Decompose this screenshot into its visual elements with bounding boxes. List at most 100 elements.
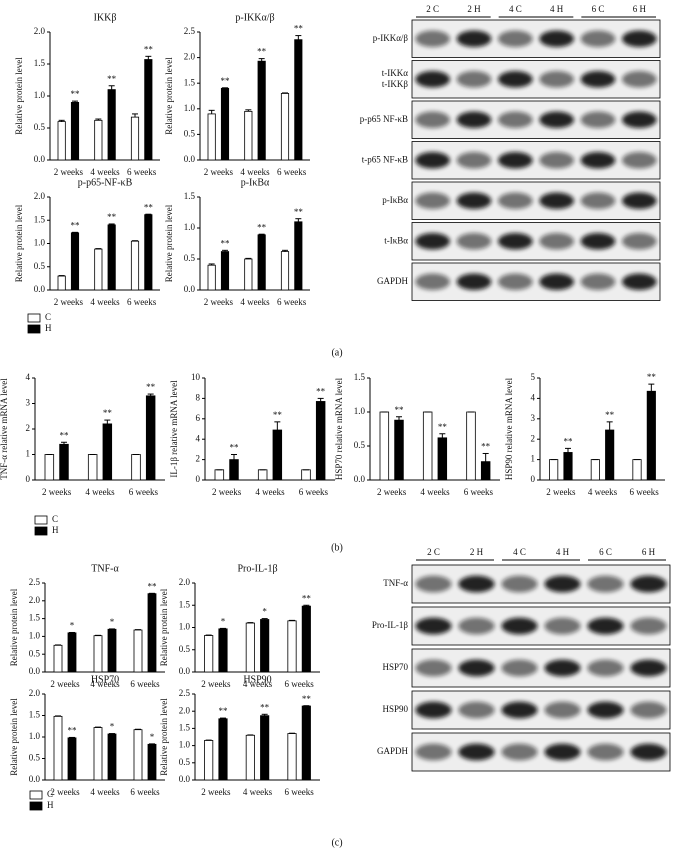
blot-band: [415, 30, 451, 47]
row-label: t-IKKβ: [382, 79, 408, 89]
y-tick-label: 10: [191, 372, 201, 382]
bar: [53, 715, 63, 781]
error-bar: [295, 218, 302, 222]
blot-box: [411, 141, 661, 180]
bar: [379, 411, 390, 481]
y-tick-label: 0.0: [179, 666, 191, 676]
error-bar: [439, 433, 446, 438]
blot-band: [587, 575, 624, 593]
panel-label: (a): [331, 347, 342, 358]
blot-box: [411, 222, 661, 261]
error-bar: [565, 447, 571, 453]
blot-band: [456, 273, 492, 290]
blot-band: [415, 233, 451, 250]
y-tick-label: 2.0: [29, 595, 41, 605]
blot-band: [458, 617, 495, 635]
significance: **: [294, 24, 304, 34]
bar: [59, 443, 69, 481]
significance: **: [647, 372, 657, 382]
significance: **: [230, 443, 240, 453]
bar: [301, 469, 311, 481]
bar: [144, 59, 153, 161]
x-tick-label: 2 weeks: [54, 167, 84, 177]
chart-title: p-IKKα/β: [235, 12, 274, 23]
bar: [229, 459, 239, 481]
legend-label: C: [45, 312, 51, 322]
legend-swatch: [29, 801, 43, 811]
error-bar: [231, 454, 237, 460]
y-tick-label: 1.0: [29, 630, 41, 640]
y-axis-label: Relative protein level: [164, 57, 174, 135]
significance: *: [221, 616, 226, 626]
blot-box: [411, 100, 661, 139]
lane-label: 4 H: [556, 547, 570, 557]
legend-swatch: [27, 324, 41, 334]
blot-band: [415, 273, 451, 290]
y-tick-label: 1.5: [184, 191, 196, 201]
x-tick-label: 2 weeks: [54, 297, 84, 307]
blot-band: [415, 617, 452, 635]
error-bar: [303, 604, 310, 607]
legend-label: C: [47, 789, 53, 799]
y-tick-label: 4: [196, 433, 201, 443]
y-tick-label: 1.0: [34, 238, 46, 248]
bar: [133, 629, 143, 673]
chart-title: Pro-IL-1β: [237, 563, 277, 574]
y-tick-label: 1.5: [29, 613, 41, 623]
x-tick-label: 2 weeks: [201, 679, 231, 689]
x-tick-label: 4 weeks: [85, 487, 115, 497]
blot-band: [539, 30, 575, 47]
bar: [107, 628, 117, 673]
chart-title: IKKβ: [94, 12, 117, 23]
bar: [549, 459, 559, 481]
blot-band: [630, 575, 667, 593]
y-tick-label: 1.5: [184, 77, 196, 87]
bar: [294, 39, 303, 161]
blot-band: [587, 617, 624, 635]
error-bar: [95, 118, 102, 121]
bar: [102, 423, 113, 481]
significance: **: [60, 430, 70, 440]
y-tick-label: 1.5: [34, 58, 46, 68]
bar: [107, 224, 116, 291]
y-tick-label: 0.0: [184, 154, 196, 164]
blot-band: [580, 111, 616, 128]
row-label: GAPDH: [377, 276, 409, 286]
bar: [260, 619, 270, 673]
y-tick-label: 2.5: [29, 577, 41, 587]
x-tick-label: 6 weeks: [630, 487, 660, 497]
y-tick-label: 1.0: [34, 90, 46, 100]
bar: [315, 401, 326, 481]
legend-label: H: [52, 525, 59, 535]
bar: [422, 411, 433, 481]
lane-label: 6 C: [592, 4, 605, 14]
y-tick-label: 1.5: [354, 372, 366, 382]
significance: **: [257, 222, 267, 232]
x-tick-label: 2 weeks: [546, 487, 576, 497]
y-tick-label: 1.0: [354, 406, 366, 416]
blot-band: [501, 575, 538, 593]
y-tick-label: 2: [531, 433, 536, 443]
bar: [107, 89, 116, 161]
y-tick-label: 1: [26, 449, 31, 459]
blot-band: [415, 152, 451, 169]
significance: **: [294, 207, 304, 217]
bar: [133, 729, 143, 781]
y-tick-label: 0.0: [179, 774, 191, 784]
y-tick-label: 2: [196, 454, 201, 464]
legend-swatch: [27, 313, 41, 323]
error-bar: [274, 421, 281, 431]
bar: [220, 87, 230, 161]
y-tick-label: 4: [531, 392, 536, 402]
blot-band: [580, 152, 616, 169]
y-tick-label: 2.0: [29, 688, 41, 698]
blot-band: [456, 152, 492, 169]
error-bar: [208, 109, 215, 114]
blot-band: [621, 111, 657, 128]
legend-label: C: [52, 514, 58, 524]
x-tick-label: 6 weeks: [285, 679, 315, 689]
bar: [207, 264, 216, 291]
bar: [437, 437, 448, 481]
chart-title: HSP70: [91, 674, 119, 685]
blot-band: [621, 233, 657, 250]
